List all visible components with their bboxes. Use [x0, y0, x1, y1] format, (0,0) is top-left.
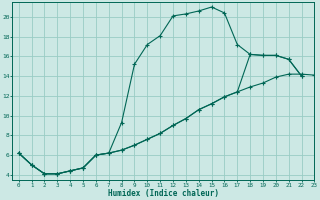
X-axis label: Humidex (Indice chaleur): Humidex (Indice chaleur)	[108, 189, 219, 198]
